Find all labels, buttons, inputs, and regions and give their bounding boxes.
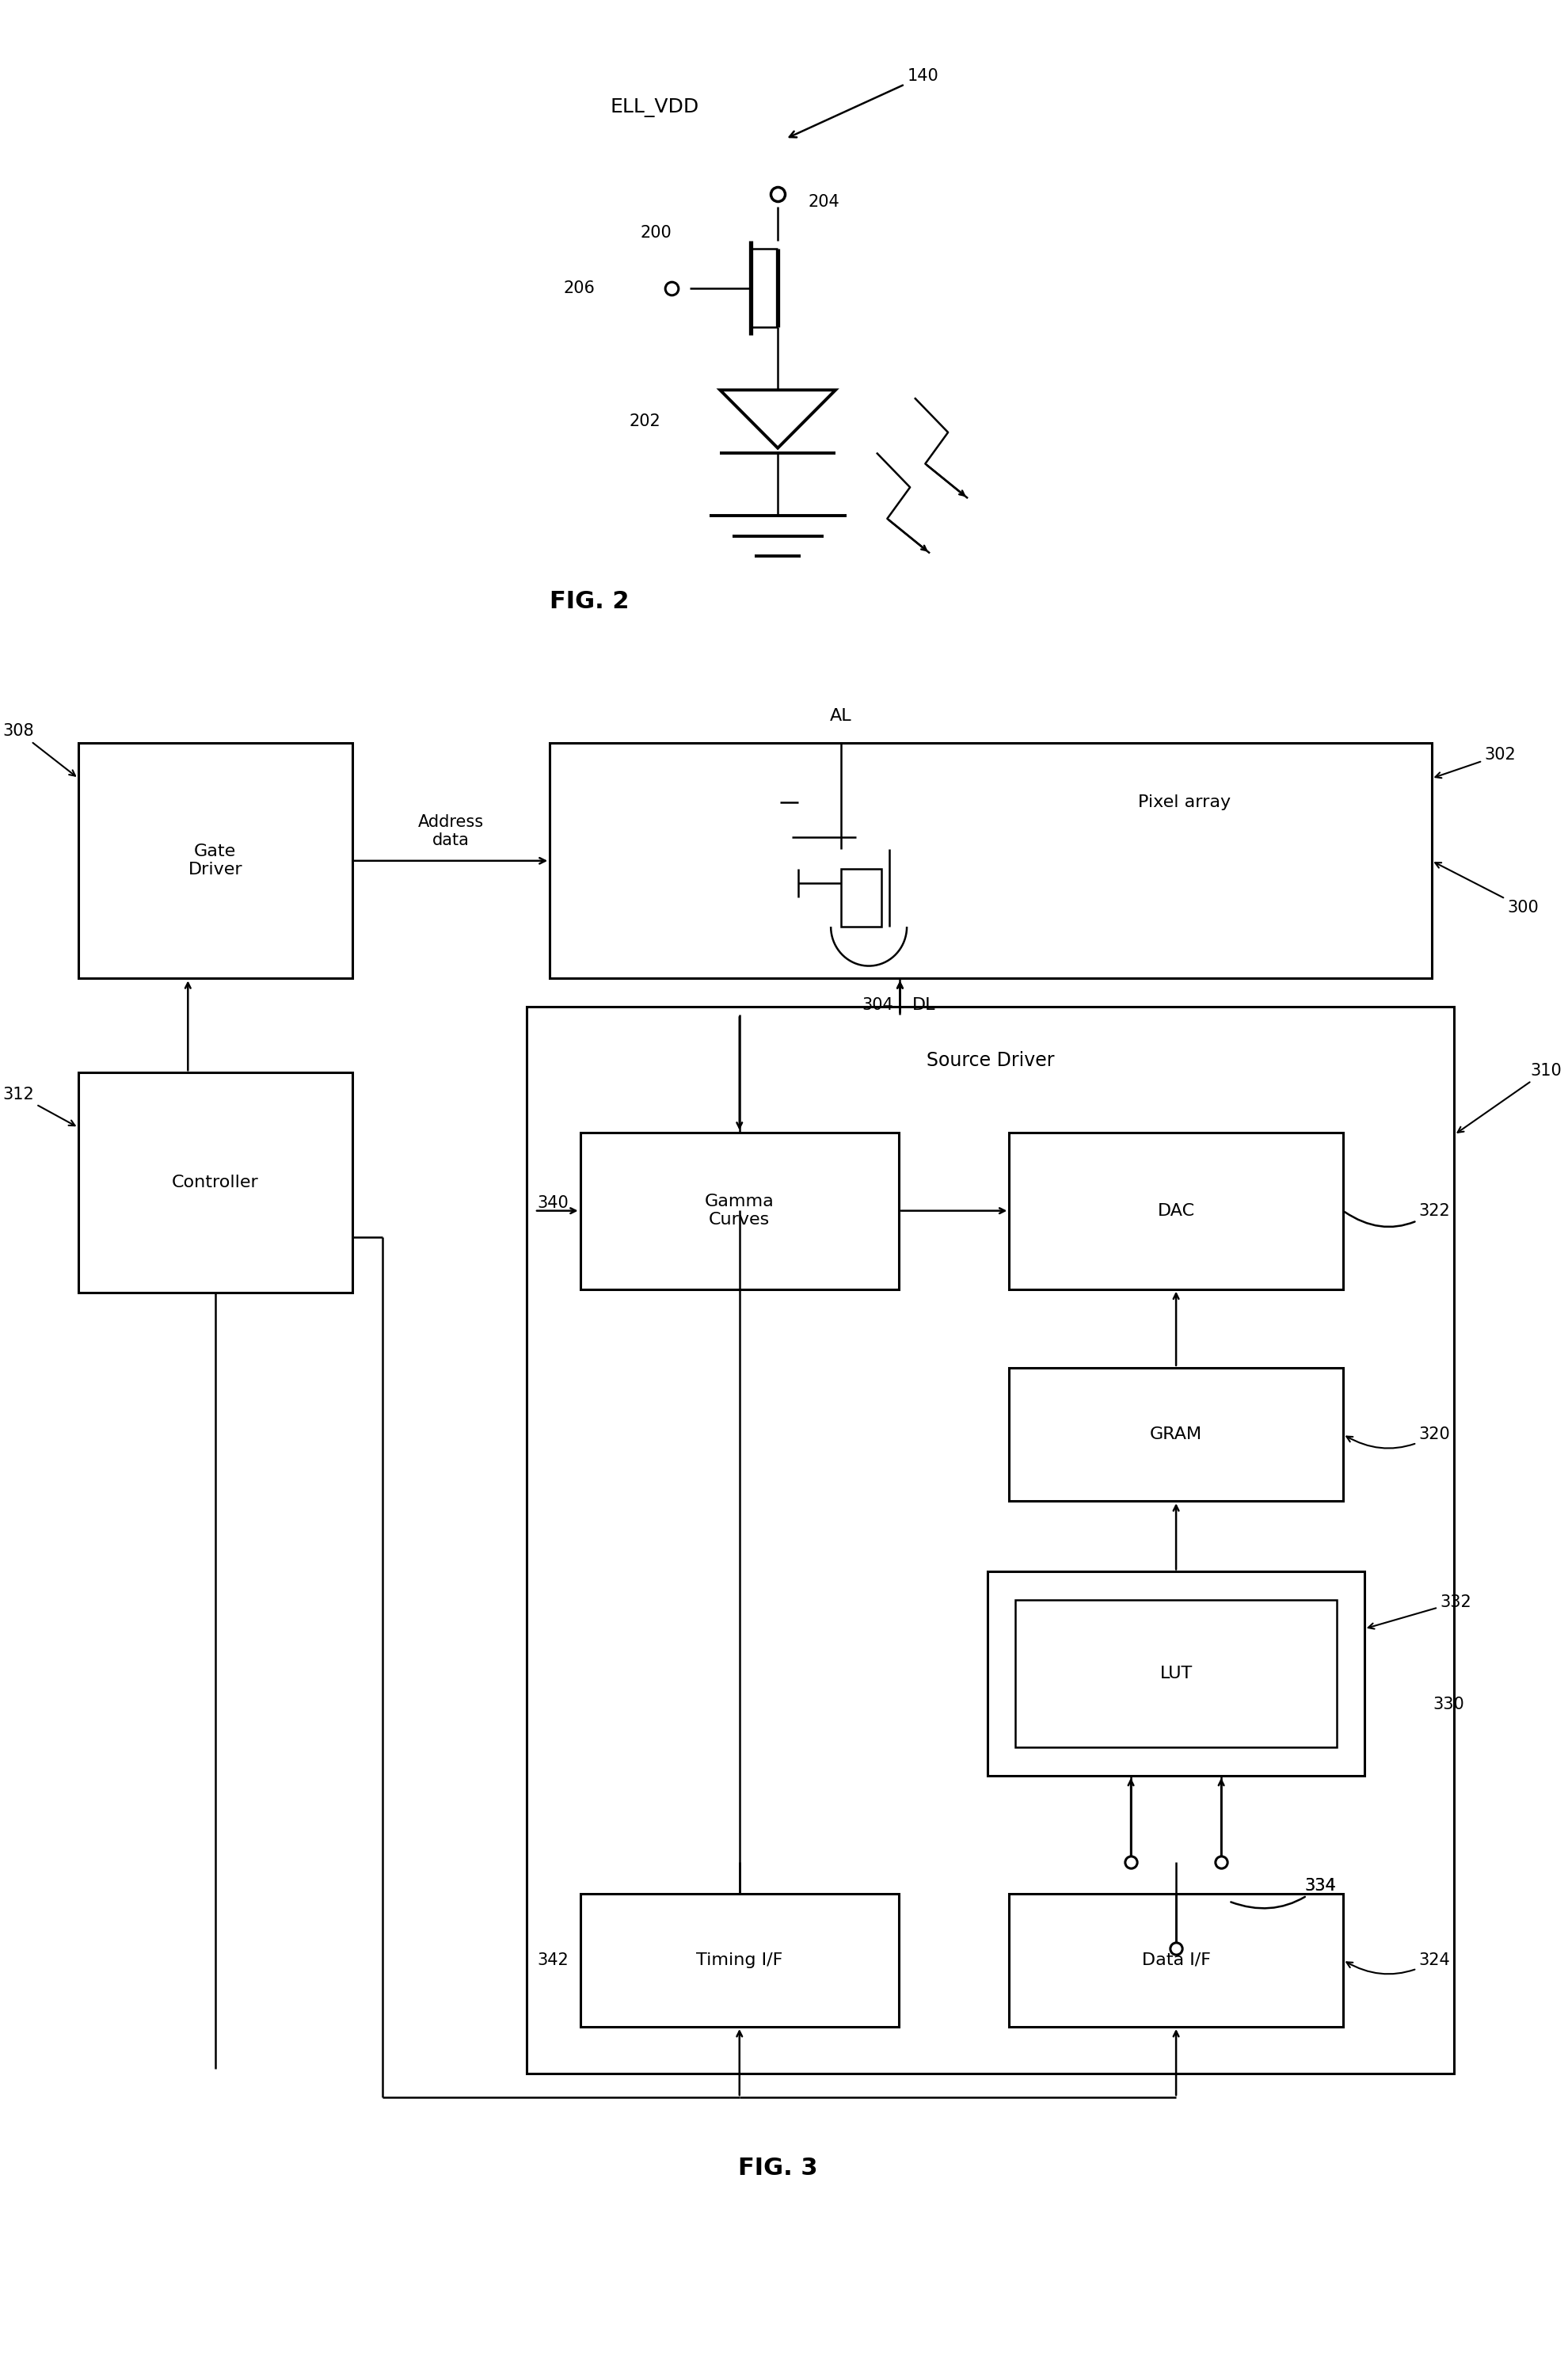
Text: 204: 204 (808, 194, 839, 210)
Text: 302: 302 (1435, 747, 1515, 778)
Bar (1008, 1367, 1342, 1502)
Text: 334: 334 (1305, 1878, 1336, 1894)
Text: 206: 206 (563, 279, 594, 296)
Bar (1008, 1133, 1342, 1289)
Text: 340: 340 (538, 1194, 569, 1211)
Bar (78, 743, 351, 979)
Text: 308: 308 (3, 724, 75, 776)
Text: AL: AL (829, 710, 851, 724)
Text: LUT: LUT (1159, 1665, 1192, 1682)
Bar (988, 1573, 1364, 1776)
Text: 322: 322 (1344, 1204, 1450, 1227)
Bar (580, 1894, 898, 2027)
Text: Gamma
Curves: Gamma Curves (704, 1194, 775, 1227)
Text: 342: 342 (538, 1951, 569, 1968)
Text: 324: 324 (1345, 1951, 1450, 1975)
Text: DL: DL (911, 998, 935, 1012)
Text: 300: 300 (1435, 863, 1538, 915)
Text: ELL_VDD: ELL_VDD (610, 97, 699, 116)
Text: Data I/F: Data I/F (1142, 1951, 1210, 1968)
Text: 334: 334 (1231, 1878, 1336, 1909)
Text: 200: 200 (640, 225, 671, 241)
Text: 320: 320 (1345, 1426, 1450, 1447)
Text: DAC: DAC (1157, 1204, 1195, 1218)
Text: 330: 330 (1432, 1696, 1463, 1712)
Text: Pixel array: Pixel array (1138, 795, 1231, 809)
Text: 140: 140 (789, 69, 938, 137)
Text: Address
data: Address data (417, 814, 483, 849)
Text: 310: 310 (1457, 1062, 1562, 1133)
Bar (580, 1133, 898, 1289)
Bar (840, 868, 881, 927)
Text: FIG. 3: FIG. 3 (737, 2157, 817, 2181)
Text: GRAM: GRAM (1149, 1426, 1201, 1443)
Text: Source Driver: Source Driver (927, 1050, 1054, 1069)
Bar (1008, 1894, 1342, 2027)
Text: 202: 202 (629, 414, 660, 430)
Text: Gate
Driver: Gate Driver (188, 844, 243, 877)
Text: FIG. 2: FIG. 2 (549, 591, 629, 613)
Text: 312: 312 (3, 1086, 75, 1126)
Bar (549, 743, 1430, 979)
Text: 304: 304 (861, 998, 894, 1012)
Bar (78, 1074, 351, 1291)
Bar (527, 1007, 1454, 2074)
Text: Timing I/F: Timing I/F (696, 1951, 782, 1968)
Text: Controller: Controller (172, 1175, 259, 1190)
Bar (1014, 1601, 1336, 1748)
Text: 332: 332 (1367, 1594, 1471, 1629)
